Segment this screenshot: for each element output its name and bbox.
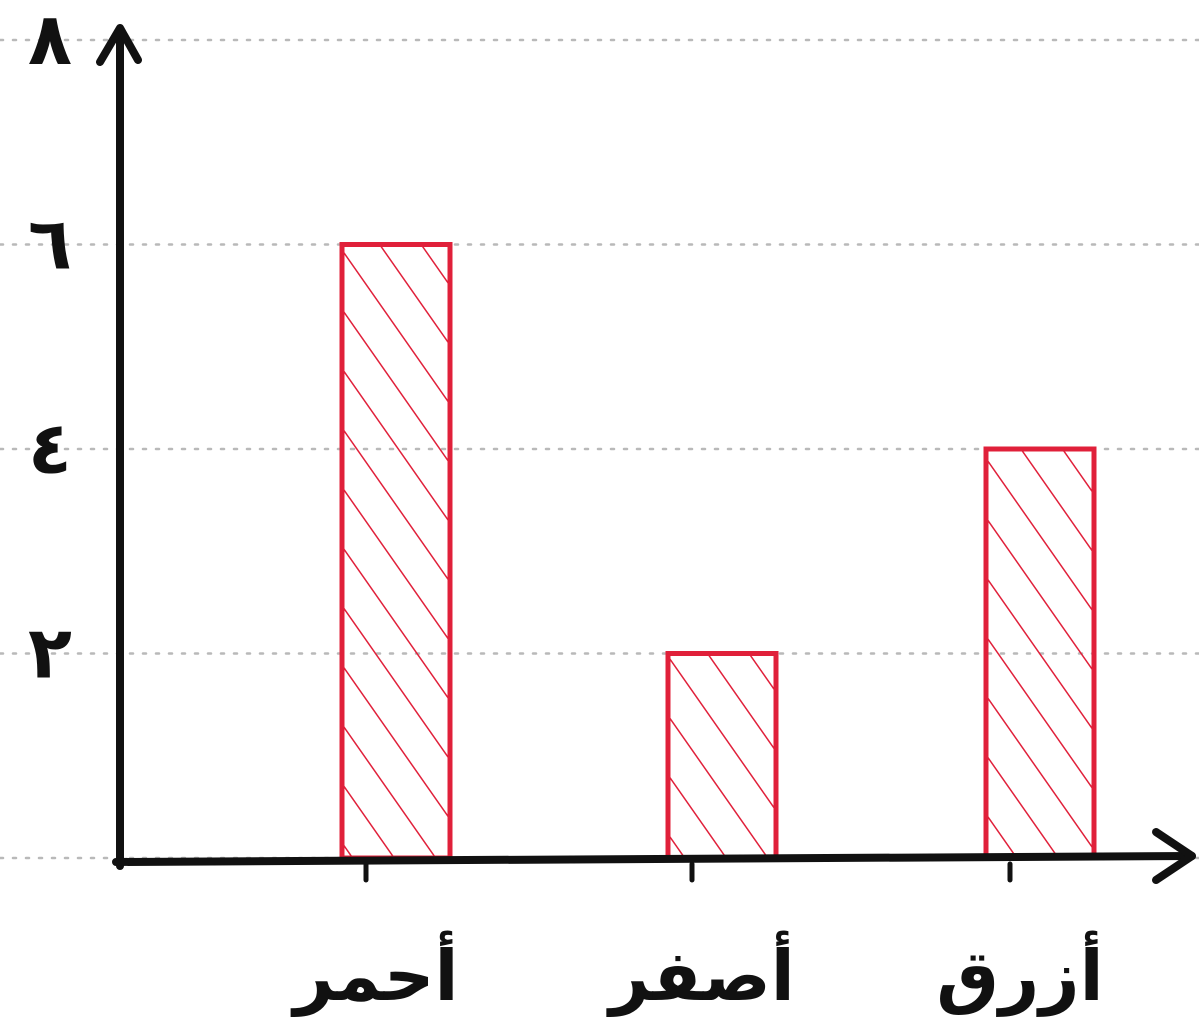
y-tick-label: ٢	[28, 611, 72, 695]
bar-1	[339, 242, 453, 861]
category-label: أصفر	[606, 930, 795, 1017]
x-axis-arrow-icon	[1152, 828, 1196, 884]
category-label: أزرق	[936, 930, 1103, 1017]
category-labels: أحمر أصفر أزرق	[291, 930, 1104, 1017]
tick-labels: ٢ ٤ ٦ ٨	[28, 0, 72, 695]
axes	[96, 24, 1196, 884]
y-axis-arrow-icon	[96, 24, 142, 66]
bars	[339, 242, 1097, 883]
y-tick-label: ٦	[28, 202, 72, 286]
x-axis	[112, 852, 1196, 866]
bar-2	[665, 651, 779, 861]
bar-3	[983, 446, 1097, 861]
category-label: أحمر	[291, 930, 459, 1017]
y-tick-label: ٨	[28, 0, 72, 81]
y-tick-label: ٤	[28, 406, 72, 490]
